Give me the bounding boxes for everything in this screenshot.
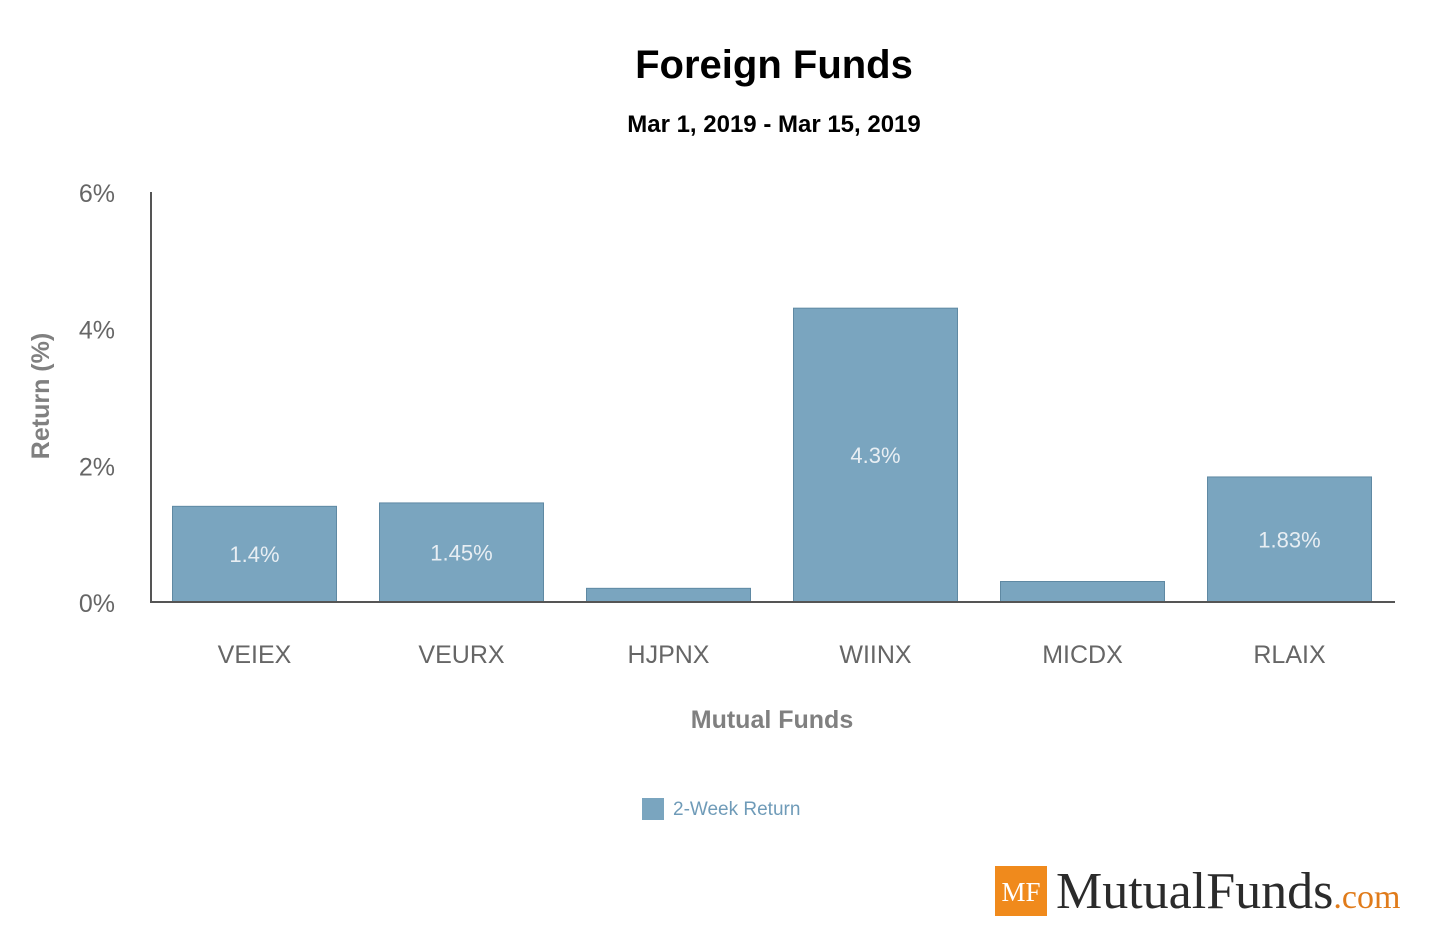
bar-value-label: 4.3% <box>850 443 900 468</box>
x-tick-label: HJPNX <box>628 641 710 669</box>
logo-wordmark: MutualFunds.com <box>1056 863 1400 920</box>
x-axis-ticks: VEIEX VEURX HJPNX WIINX MICDX RLAIX <box>218 641 1326 669</box>
y-tick-label: 6% <box>79 180 115 208</box>
x-tick-label: RLAIX <box>1253 641 1326 669</box>
bar-series <box>172 307 1372 603</box>
logo-badge <box>995 866 1047 916</box>
bar-value-label: 1.83% <box>1258 527 1320 552</box>
legend-swatch <box>642 798 664 820</box>
legend[interactable]: 2-Week Return <box>642 798 800 820</box>
logo-badge-text: MF <box>1001 877 1040 907</box>
bar-wiinx[interactable] <box>793 307 958 603</box>
y-tick-label: 0% <box>79 590 115 618</box>
legend-label: 2-Week Return <box>673 799 800 820</box>
bar-veurx[interactable] <box>379 502 544 603</box>
bar-veiex[interactable] <box>172 505 337 603</box>
mutualfunds-logo: MF MutualFunds.com <box>995 863 1400 920</box>
bar-micdx[interactable] <box>1000 581 1165 603</box>
logo-suffix: .com <box>1333 879 1400 916</box>
bar-rlaix[interactable] <box>1207 476 1372 603</box>
y-axis-ticks: 0% 2% 4% 6% <box>79 180 115 618</box>
chart-title: Foreign Funds <box>635 43 913 87</box>
x-tick-label: VEIEX <box>218 641 292 669</box>
x-tick-label: MICDX <box>1042 641 1123 669</box>
logo-name: MutualFunds <box>1056 863 1333 920</box>
y-tick-label: 2% <box>79 453 115 481</box>
bar-hjpnx[interactable] <box>586 587 751 603</box>
bar-data-labels: 1.4% 1.45% 4.3% 1.83% <box>229 443 1320 567</box>
bar-value-label: 1.4% <box>229 542 279 567</box>
y-tick-label: 4% <box>79 317 115 345</box>
x-tick-label: VEURX <box>418 641 504 669</box>
x-tick-label: WIINX <box>839 641 912 669</box>
x-axis-title: Mutual Funds <box>691 706 853 734</box>
bar-value-label: 1.45% <box>430 540 492 565</box>
chart-subtitle: Mar 1, 2019 - Mar 15, 2019 <box>627 111 921 138</box>
y-axis-title: Return (%) <box>27 333 55 459</box>
